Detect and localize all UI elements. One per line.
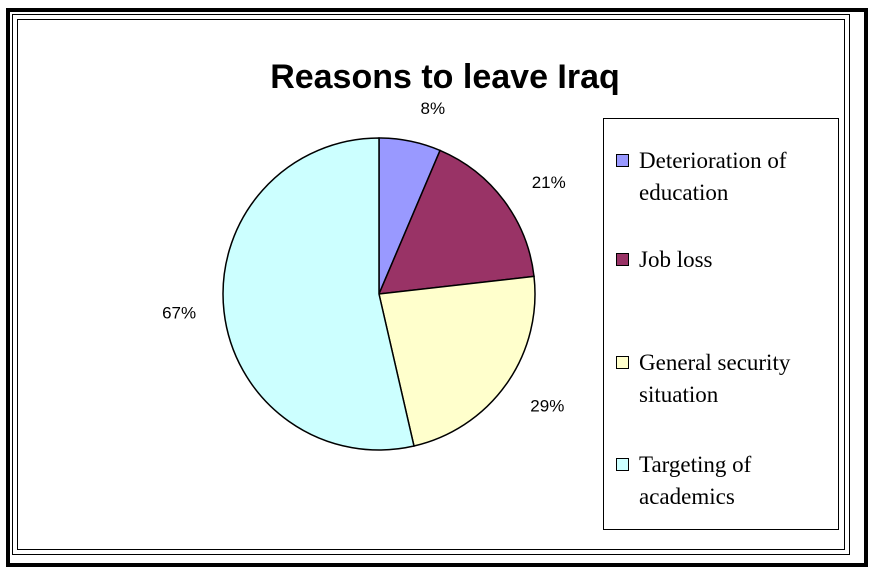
legend-swatch — [616, 154, 629, 167]
chart-inner-border — [17, 19, 845, 550]
legend-label: Deterioration of education — [639, 148, 787, 205]
chart-border — [12, 14, 850, 555]
pie-data-label: 67% — [162, 304, 196, 323]
legend-label: Targeting of academics — [639, 452, 752, 509]
pie-slice-job-loss — [377, 149, 535, 295]
legend-swatch — [616, 458, 629, 471]
chart-legend: Deterioration of education Job loss Gene… — [603, 118, 839, 530]
pie-data-label: 29% — [530, 396, 564, 415]
chart-title: Reasons to leave Iraq — [270, 58, 620, 96]
pie-data-label: 21% — [532, 173, 566, 192]
legend-swatch — [616, 253, 629, 266]
legend-swatch — [616, 356, 629, 369]
legend-label: Job loss — [639, 247, 713, 272]
pie-data-label: 8% — [421, 99, 446, 118]
pie-slice-general-security-situation — [378, 275, 536, 447]
pie-slice-targeting-of-academics — [222, 137, 415, 451]
legend-label: General security situation — [639, 350, 791, 407]
